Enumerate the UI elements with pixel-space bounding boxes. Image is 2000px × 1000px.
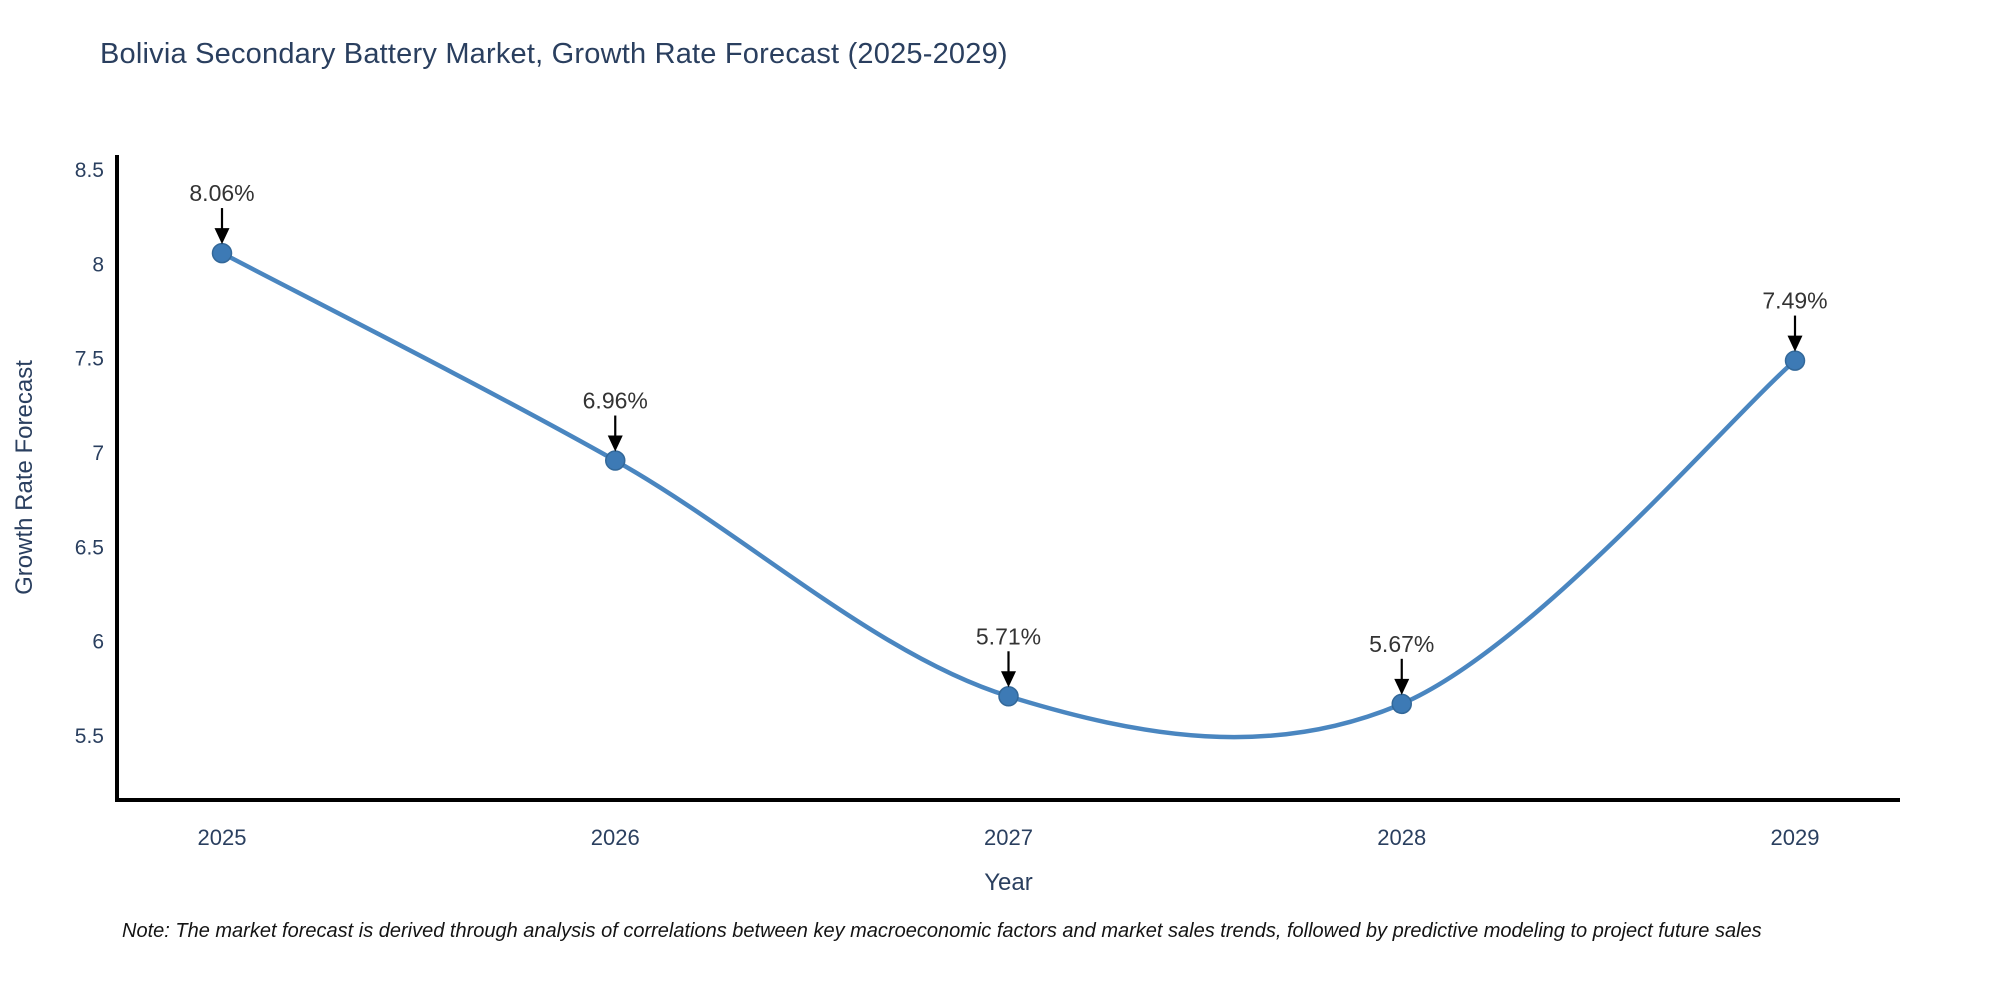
data-point-marker [998, 686, 1019, 707]
annotation-arrowhead [607, 435, 623, 452]
chart-title: Bolivia Secondary Battery Market, Growth… [100, 38, 1008, 70]
y-tick-label: 7.5 [75, 348, 104, 371]
axis-lines [115, 155, 1900, 802]
x-tick-label: 2026 [591, 825, 640, 850]
data-point-label: 7.49% [1762, 288, 1827, 314]
y-tick-label: 5.5 [75, 725, 104, 748]
data-point-label: 5.71% [976, 623, 1041, 649]
x-tick-label: 2027 [984, 825, 1033, 850]
y-tick-label: 6.5 [75, 536, 104, 559]
data-point-label: 8.06% [189, 180, 254, 206]
data-point-marker [1391, 693, 1412, 715]
y-tick-label: 8 [92, 253, 104, 276]
x-tick-label: 2025 [198, 825, 247, 850]
data-point-label: 6.96% [583, 388, 648, 414]
y-tick-label: 7 [92, 442, 104, 465]
y-axis-title: Growth Rate Forecast [11, 360, 38, 595]
x-tick-label: 2028 [1377, 825, 1426, 850]
x-axis-title: Year [984, 869, 1033, 896]
footnote: Note: The market forecast is derived thr… [122, 920, 1762, 942]
x-tick-label: 2029 [1771, 825, 1820, 850]
y-tick-label: 8.5 [75, 159, 104, 182]
annotation-arrowhead [1001, 671, 1016, 688]
data-point-label: 5.67% [1369, 631, 1434, 657]
annotation-arrowhead [1787, 335, 1803, 352]
data-point-marker [211, 242, 233, 264]
data-point-marker [1784, 350, 1806, 371]
data-point-marker [605, 450, 626, 471]
y-tick-label: 6 [92, 631, 104, 654]
annotation-arrowhead [214, 228, 230, 245]
annotation-arrowhead [1394, 678, 1410, 695]
